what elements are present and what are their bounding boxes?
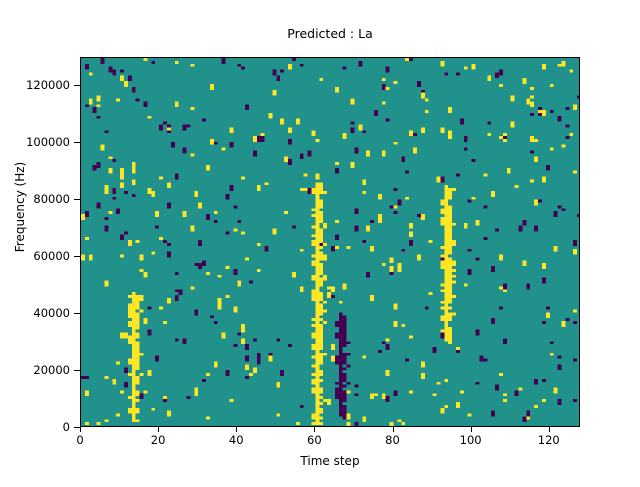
x-axis: Time step 0 20 40 60 80 100 120 [0, 427, 640, 487]
x-axis-tick-label: 60 [307, 433, 322, 447]
y-axis-tick-label: 20000 [33, 362, 70, 377]
x-axis-tick [470, 427, 472, 432]
y-axis-tick-label: 100000 [26, 134, 70, 149]
x-axis-tick [80, 427, 81, 432]
x-axis-tick [314, 427, 316, 432]
y-axis-tick [74, 369, 80, 371]
y-axis-tick [74, 198, 80, 200]
x-axis-tick [158, 427, 160, 432]
x-axis-tick-label: 20 [150, 433, 166, 447]
x-axis-tick [392, 427, 394, 432]
y-axis-tick [74, 427, 80, 428]
heatmap-image [81, 58, 579, 426]
y-axis-tick-label: 120000 [26, 77, 70, 92]
y-axis-tick-label: 0 [62, 420, 70, 434]
page-title: Predicted : La [287, 26, 373, 41]
x-axis-tick-label: 120 [537, 433, 560, 447]
x-axis-tick-label: 80 [385, 433, 400, 447]
y-axis-tick [74, 84, 80, 86]
y-axis-tick [74, 255, 80, 257]
y-axis-tick-label: 40000 [33, 305, 70, 320]
y-axis-tick-label: 80000 [33, 191, 70, 206]
x-axis-tick-label: 40 [228, 433, 244, 447]
y-axis: Frequency (Hz) 0 20000 40000 60000 80000 1000… [0, 0, 80, 480]
y-axis-tick-label: 60000 [33, 248, 70, 263]
x-axis-tick [236, 427, 238, 432]
x-axis-label: Time step [300, 454, 360, 468]
y-axis-tick [74, 312, 80, 314]
x-axis-tick-label: 100 [459, 433, 482, 447]
y-axis-label: Frequency (Hz) [13, 161, 27, 253]
y-axis-tick [74, 141, 80, 143]
x-axis-tick [548, 427, 550, 432]
heatmap-plot-area [80, 57, 580, 427]
x-axis-tick-label: 0 [76, 433, 84, 447]
